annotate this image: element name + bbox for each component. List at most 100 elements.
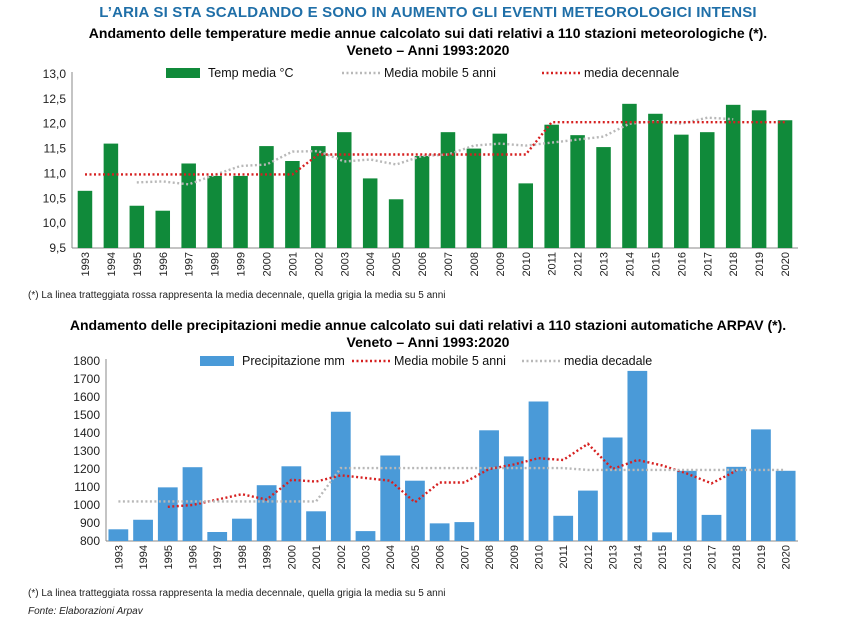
x-tick-label: 2007 xyxy=(443,252,455,276)
bar-2015 xyxy=(648,113,663,248)
bar-2017 xyxy=(701,514,722,541)
x-tick-label: 2009 xyxy=(495,252,507,276)
bar-2012 xyxy=(578,490,598,541)
x-tick-label: 1994 xyxy=(138,545,150,569)
bar-1997 xyxy=(181,163,196,248)
x-tick-label: 2007 xyxy=(459,545,471,569)
bar-1993 xyxy=(108,529,129,541)
y-tick-label: 11,0 xyxy=(44,166,67,180)
temperature-chart-title-line: Andamento delle temperature medie annue … xyxy=(88,25,768,41)
bar-2011 xyxy=(553,515,574,541)
bar-1996 xyxy=(182,467,203,541)
y-tick-label: 800 xyxy=(80,534,100,548)
bar-2014 xyxy=(622,103,637,248)
bar-2004 xyxy=(380,455,401,541)
x-tick-label: 2005 xyxy=(391,252,403,276)
bar-2012 xyxy=(570,135,585,248)
y-tick-label: 1400 xyxy=(73,426,100,440)
y-tick-label: 11,5 xyxy=(44,142,67,156)
bar-2009 xyxy=(492,133,508,248)
bar-2007 xyxy=(454,522,475,541)
bar-2009 xyxy=(503,456,524,541)
x-tick-label: 2000 xyxy=(286,545,298,569)
bar-2015 xyxy=(652,532,672,541)
x-tick-label: 2010 xyxy=(521,252,533,276)
bar-2002 xyxy=(311,146,326,248)
legend-swatch xyxy=(200,356,234,366)
x-tick-label: 2008 xyxy=(484,545,496,569)
legend-label: Media mobile 5 anni xyxy=(384,66,496,80)
bar-1995 xyxy=(129,205,145,248)
x-tick-label: 1996 xyxy=(188,545,200,569)
legend-label: Temp media °C xyxy=(208,66,294,80)
y-tick-label: 1300 xyxy=(73,444,100,458)
x-tick-label: 2012 xyxy=(573,252,585,276)
precipitation-chart: 800 900 1000 1100 1200 1300 1400 1500 1600 1700 18… xyxy=(73,354,798,569)
y-tick-label: 12,5 xyxy=(43,92,67,106)
x-tick-label: 2000 xyxy=(261,252,273,276)
bar-2007 xyxy=(440,132,456,248)
y-tick-label: 1600 xyxy=(73,390,100,404)
x-tick-label: 1999 xyxy=(236,252,248,276)
y-tick-label: 9,5 xyxy=(49,241,66,255)
bar-2006 xyxy=(414,156,430,248)
bar-2002 xyxy=(330,411,351,541)
precipitation-chart-title-line: Andamento delle precipitazioni medie ann… xyxy=(69,317,787,333)
x-tick-label: 2020 xyxy=(780,252,792,276)
bar-1995 xyxy=(157,487,178,541)
x-tick-label: 1998 xyxy=(210,252,222,276)
bar-2005 xyxy=(405,480,425,541)
legend-label: Precipitazione mm xyxy=(242,354,345,368)
x-tick-label: 2019 xyxy=(756,545,768,569)
bar-2006 xyxy=(429,523,450,541)
bar-1994 xyxy=(103,143,119,248)
x-tick-label: 2015 xyxy=(650,252,662,276)
legend-label: media decennale xyxy=(584,66,679,80)
temperature-chart-title: Andamento delle temperature medie annue … xyxy=(0,25,856,59)
x-tick-label: 2018 xyxy=(731,545,743,569)
precipitation-chart-title: Andamento delle precipitazioni medie ann… xyxy=(0,317,856,351)
bar-2018 xyxy=(725,104,741,248)
x-tick-label: 1993 xyxy=(80,252,92,276)
x-tick-label: 2009 xyxy=(509,545,521,569)
bar-1998 xyxy=(207,175,222,248)
x-tick-label: 2011 xyxy=(547,252,559,276)
bar-2013 xyxy=(596,147,611,248)
bar-2019 xyxy=(751,429,771,541)
bar-2019 xyxy=(751,110,767,248)
x-tick-label: 2012 xyxy=(583,545,595,569)
bar-1998 xyxy=(232,518,252,541)
y-tick-label: 10,0 xyxy=(43,216,67,230)
bar-2010 xyxy=(528,401,549,541)
x-tick-label: 2019 xyxy=(754,252,766,276)
x-tick-label: 1997 xyxy=(212,545,224,569)
series-line-media-mobile-5-anni xyxy=(167,442,737,508)
y-tick-label: 13,0 xyxy=(43,67,67,81)
y-tick-label: 12,0 xyxy=(43,117,67,131)
x-tick-label: 2006 xyxy=(417,252,429,276)
bar-2017 xyxy=(699,132,715,248)
bar-2016 xyxy=(676,470,697,541)
legend-label: media decadale xyxy=(564,354,652,368)
bar-2020 xyxy=(777,120,793,248)
temperature-note: (*) La linea tratteggiata rossa rapprese… xyxy=(28,290,446,301)
x-tick-label: 1997 xyxy=(184,252,196,276)
bar-1996 xyxy=(155,210,171,248)
bar-2014 xyxy=(627,370,648,541)
bar-2003 xyxy=(355,531,376,541)
x-tick-label: 2016 xyxy=(682,545,694,569)
y-tick-label: 1000 xyxy=(73,498,100,512)
x-tick-label: 2017 xyxy=(702,252,714,276)
x-tick-label: 2010 xyxy=(534,545,546,569)
y-tick-label: 10,5 xyxy=(43,191,67,205)
temperature-chart-subtitle: Veneto – Anni 1993:2020 xyxy=(346,42,510,58)
x-tick-label: 2008 xyxy=(469,252,481,276)
x-tick-label: 2015 xyxy=(657,545,669,569)
x-tick-label: 2016 xyxy=(676,252,688,276)
bar-2000 xyxy=(281,466,302,541)
x-tick-label: 2003 xyxy=(339,252,351,276)
y-tick-label: 1100 xyxy=(74,480,100,494)
y-tick-label: 900 xyxy=(80,516,100,530)
legend-label: Media mobile 5 anni xyxy=(394,354,506,368)
y-tick-label: 1500 xyxy=(73,408,100,422)
